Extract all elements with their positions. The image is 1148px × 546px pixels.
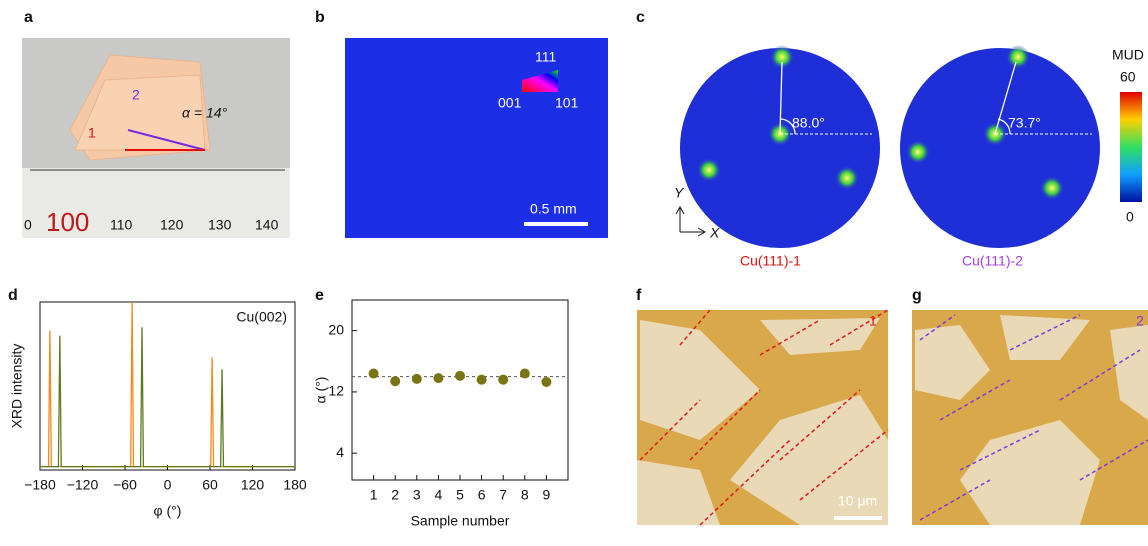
- scale-bar-label: 10 μm: [838, 493, 877, 509]
- line-series: [40, 327, 295, 468]
- photo-a: 2 1 α = 14° 0 100 110 120 130 140: [22, 38, 290, 238]
- annotation: Cu(002): [236, 309, 287, 325]
- point: [390, 376, 401, 387]
- x-tick-label: 7: [499, 487, 507, 503]
- sample-label: 1: [869, 313, 877, 329]
- ruler-number: 0: [24, 217, 32, 233]
- colorbar: [1120, 92, 1142, 202]
- micrograph-g: 2: [912, 310, 1148, 525]
- panel-label: g: [912, 287, 922, 304]
- point: [476, 374, 487, 385]
- micrograph-f: 1 10 μm: [637, 309, 889, 526]
- point: [411, 373, 422, 384]
- foil-label: 2: [132, 87, 140, 103]
- x-tick-label: 4: [435, 487, 443, 503]
- axis-label: X: [709, 225, 720, 241]
- x-tick-label: 2: [391, 487, 399, 503]
- y-tick-label: 12: [328, 383, 344, 399]
- foil-label: 1: [88, 125, 96, 141]
- panel-labels: a b c d e f g: [8, 9, 922, 304]
- panel-label: f: [636, 287, 642, 304]
- scale-bar-label: 0.5 mm: [530, 201, 577, 217]
- x-tick-label: 8: [521, 487, 529, 503]
- y-tick-label: 4: [336, 444, 344, 460]
- line-series: [40, 301, 295, 468]
- plot-frame: [39, 301, 296, 471]
- point: [455, 370, 465, 381]
- sample-name: Cu(111)-2: [962, 253, 1023, 269]
- point: [498, 374, 509, 385]
- sample-name: Cu(111)-1: [740, 253, 801, 269]
- x-tick-label: 60: [202, 477, 218, 493]
- point: [519, 368, 530, 379]
- sample-label: 2: [1136, 313, 1144, 329]
- plot-frame: [351, 299, 569, 481]
- x-tick-label: 1: [370, 487, 378, 503]
- colorbar-label: 60: [1120, 69, 1136, 85]
- angle-label: α = 14°: [182, 105, 228, 121]
- pole-figures: 88.0° 73.7° Y X Cu(111)-1 Cu(111)-2 MUD …: [674, 45, 1144, 269]
- x-axis-label: φ (°): [154, 503, 182, 519]
- angle-label: 73.7°: [1008, 115, 1041, 131]
- colorbar-title: MUD: [1112, 47, 1144, 63]
- y-axis-label: α (°): [313, 377, 329, 404]
- ruler-number: 140: [255, 217, 279, 233]
- triangle-label: 101: [555, 95, 579, 111]
- panel-label: a: [24, 9, 33, 26]
- ruler-number: 130: [208, 217, 232, 233]
- axis-label: Y: [674, 185, 685, 201]
- panel-label: c: [636, 9, 645, 26]
- x-tick-label: −180: [24, 477, 56, 493]
- panel-label: e: [315, 287, 324, 304]
- panel-label: d: [8, 287, 18, 304]
- angle-label: 88.0°: [792, 115, 825, 131]
- x-tick-label: 0: [164, 477, 172, 493]
- x-tick-label: 180: [283, 477, 307, 493]
- point: [541, 376, 552, 387]
- panel-label: b: [315, 9, 325, 26]
- point: [368, 368, 379, 379]
- triangle-label: 111: [535, 49, 556, 65]
- y-axis-label: XRD intensity: [9, 344, 25, 429]
- x-tick-label: 120: [241, 477, 265, 493]
- ruler-number: 120: [160, 217, 184, 233]
- x-tick-label: −60: [113, 477, 137, 493]
- x-tick-label: 5: [456, 487, 464, 503]
- x-tick-label: 3: [413, 487, 421, 503]
- colorbar-label: 0: [1126, 209, 1134, 225]
- ruler-number: 100: [46, 207, 89, 237]
- triangle-label: 001: [498, 95, 522, 111]
- y-tick-label: 20: [328, 321, 344, 337]
- x-tick-label: 9: [543, 487, 551, 503]
- ebsd-map: 111 001 101 0.5 mm: [345, 38, 608, 238]
- ruler-number: 110: [110, 217, 133, 233]
- x-tick-label: 6: [478, 487, 486, 503]
- point: [433, 373, 444, 384]
- x-tick-label: −120: [67, 477, 99, 493]
- x-axis-label: Sample number: [411, 513, 510, 529]
